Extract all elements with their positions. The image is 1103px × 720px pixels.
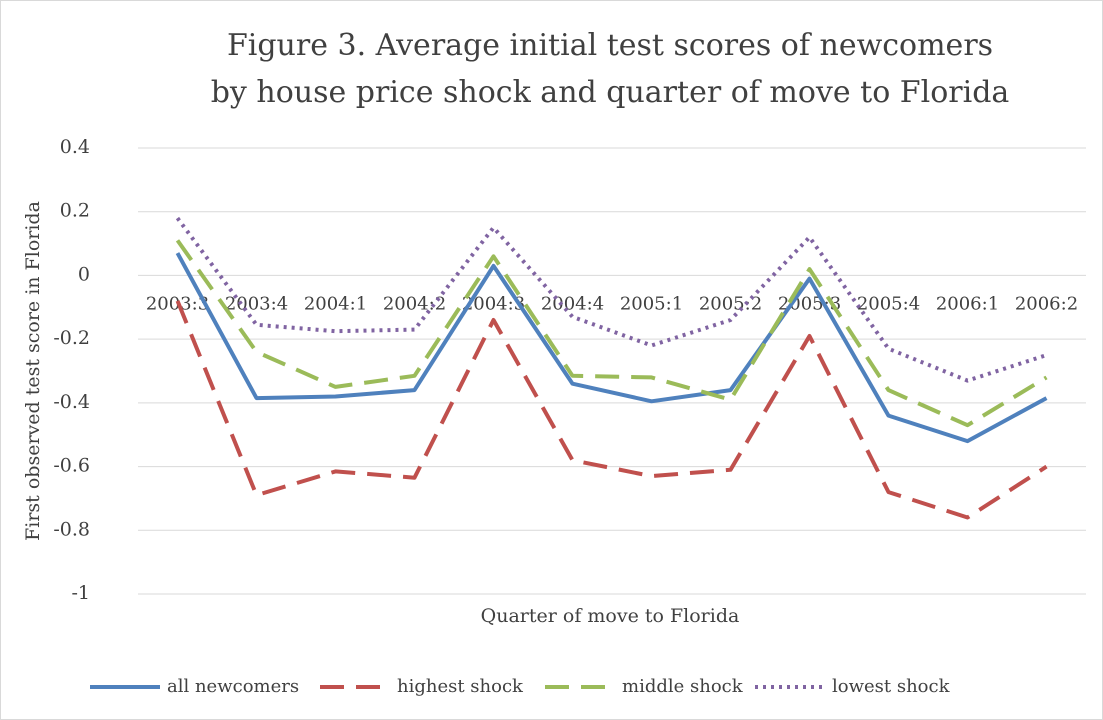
- y-tick-label: -0.2: [53, 327, 90, 349]
- x-tick-label: 2004:4: [541, 293, 604, 314]
- y-tick-label: 0.2: [60, 200, 90, 222]
- legend-label: middle shock: [622, 676, 744, 697]
- series-line: [175, 252, 1048, 444]
- y-axis-label: First observed test score in Florida: [22, 201, 44, 541]
- x-tick-label: 2004:3: [462, 293, 525, 314]
- chart-title: by house price shock and quarter of move…: [211, 75, 1010, 110]
- x-tick-label: 2005:4: [857, 293, 920, 314]
- x-tick-label: 2004:1: [304, 293, 367, 314]
- x-tick-label: 2006:2: [1015, 293, 1078, 314]
- y-tick-label: -0.8: [53, 518, 90, 540]
- x-tick-label: 2005:2: [699, 293, 762, 314]
- chart-title: Figure 3. Average initial test scores of…: [227, 28, 993, 63]
- x-tick-label: 2003:4: [225, 293, 288, 314]
- y-tick-label: -0.6: [53, 455, 90, 477]
- legend-label: highest shock: [397, 676, 524, 697]
- x-tick-label: 2006:1: [936, 293, 999, 314]
- y-tick-label: -1: [71, 582, 90, 604]
- x-tick-label: 2005:1: [620, 293, 683, 314]
- y-tick-label: -0.4: [53, 391, 90, 413]
- y-tick-label: 0.4: [60, 136, 90, 158]
- x-axis-label: Quarter of move to Florida: [481, 605, 740, 627]
- x-tick-label: 2004:2: [383, 293, 446, 314]
- series-line: [175, 239, 1048, 428]
- legend-label: lowest shock: [832, 676, 951, 697]
- legend-label: all newcomers: [167, 676, 299, 697]
- y-tick-label: 0: [78, 263, 90, 285]
